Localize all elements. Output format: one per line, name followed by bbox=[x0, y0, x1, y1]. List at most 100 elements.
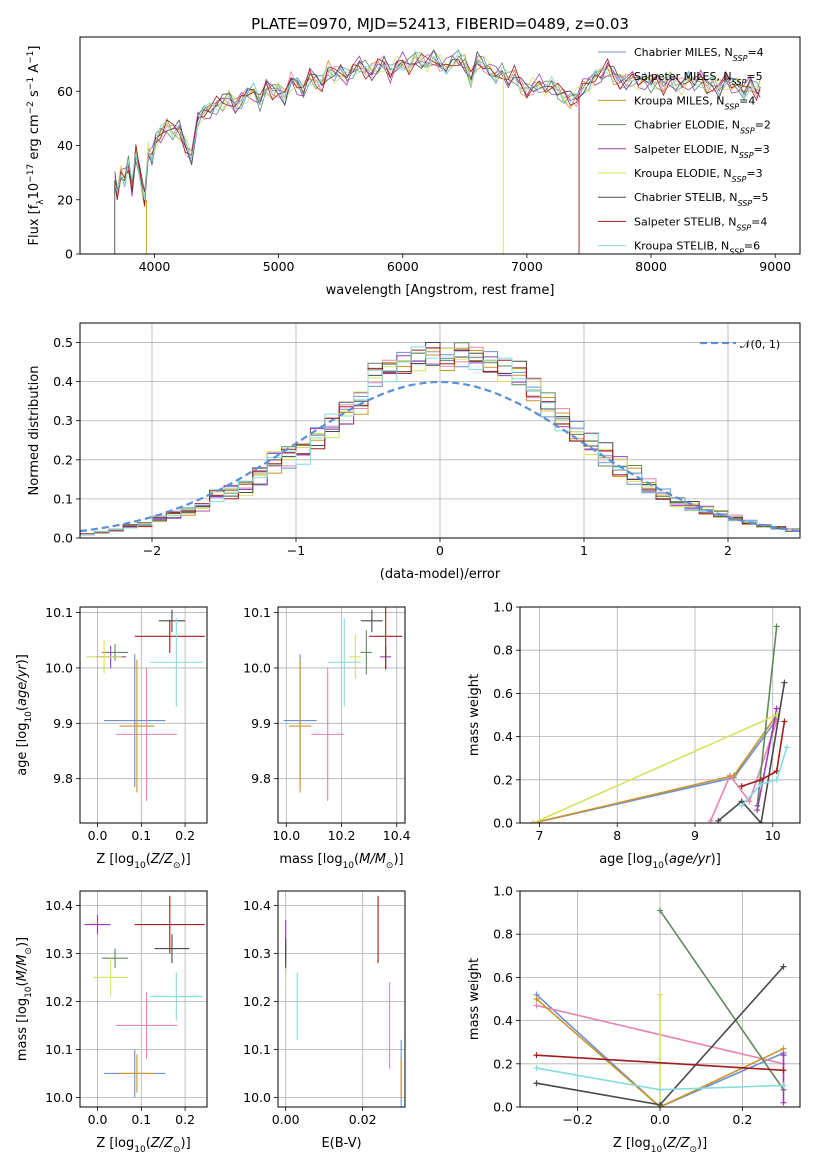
age_vs_Z-panel: 0.0 0.1 0.2 9.8 9.9 10.0 10.1 Z [log10(Z/Z⊙)] ag… bbox=[15, 605, 208, 871]
y-tick-label: 0.3 bbox=[53, 413, 73, 428]
spectrum-series-0 bbox=[114, 49, 761, 193]
axes-frame bbox=[79, 36, 801, 255]
x-tick-label: −2 bbox=[143, 543, 161, 558]
y-tick-label: 10.2 bbox=[243, 994, 271, 1009]
y-tick-label: 0.0 bbox=[493, 1100, 513, 1115]
y-tick-label: 0.4 bbox=[493, 729, 513, 744]
x-tick-label: 1 bbox=[580, 543, 588, 558]
weight-marker bbox=[738, 802, 745, 809]
error-bars bbox=[86, 609, 205, 801]
x-tick-label: 6000 bbox=[387, 259, 419, 274]
y-tick-label: 10.0 bbox=[243, 1090, 271, 1105]
weight-marker bbox=[533, 996, 540, 1002]
axes-frame bbox=[277, 890, 406, 1108]
y-tick-label: 10.1 bbox=[243, 605, 271, 620]
spectrum-panel: 4000 5000 6000 7000 8000 9000 0 20 40 60 PLATE=097… bbox=[26, 15, 801, 298]
normal-reference-curve bbox=[80, 380, 800, 533]
legend-entry: Salpeter STELIB, NSSP=4 bbox=[634, 215, 767, 232]
weight-series-7 bbox=[741, 721, 786, 788]
y-tick-label: 0.2 bbox=[493, 772, 513, 787]
error-bar-point bbox=[101, 644, 129, 661]
y-tick-label: 9.9 bbox=[53, 716, 73, 731]
y-tick-label: 0.0 bbox=[493, 816, 513, 831]
x-tick-label: 10.4 bbox=[383, 828, 411, 843]
weight-marker bbox=[780, 1099, 787, 1106]
y-tick-label: 0.2 bbox=[493, 1056, 513, 1071]
y-tick-label: 10.1 bbox=[243, 1042, 271, 1057]
x-tick-label: 0.2 bbox=[732, 1112, 752, 1127]
error-bar-point bbox=[119, 659, 155, 793]
legend-entry: Kroupa ELODIE, NSSP=3 bbox=[634, 167, 763, 184]
weight-marker bbox=[657, 1086, 663, 1093]
weight-series-7 bbox=[536, 1054, 784, 1072]
weight-marker bbox=[780, 1045, 787, 1052]
y-tick-label: 0.6 bbox=[493, 686, 513, 701]
x-tick-label: 10.2 bbox=[328, 828, 356, 843]
x-tick-label: −1 bbox=[287, 543, 305, 558]
weight-marker bbox=[533, 1052, 540, 1059]
weight-marker bbox=[780, 963, 787, 970]
legend-entry: Kroupa STELIB, NSSP=6 bbox=[634, 240, 760, 257]
y-tick-label: 10.1 bbox=[45, 1042, 73, 1057]
legend-entry: Chabrier ELODIE, NSSP=2 bbox=[634, 119, 771, 136]
error-bars bbox=[84, 895, 205, 1098]
y-tick-label: 10.4 bbox=[45, 898, 73, 913]
y-tick-label: 1.0 bbox=[493, 884, 513, 899]
weight-series-3 bbox=[659, 909, 785, 1091]
weight-marker bbox=[781, 679, 788, 686]
x-axis-label: (data-model)/error bbox=[380, 567, 501, 582]
y-tick-label: 9.8 bbox=[53, 771, 73, 786]
weight-marker bbox=[746, 798, 753, 805]
error-bars bbox=[283, 607, 403, 801]
x-tick-label: 10.0 bbox=[272, 828, 300, 843]
y-tick-label: 0.6 bbox=[493, 970, 513, 985]
y-tick-label: 0.1 bbox=[53, 491, 73, 506]
x-tick-label: 10 bbox=[765, 828, 781, 843]
weight-marker bbox=[533, 1002, 540, 1009]
x-tick-label: 8 bbox=[613, 828, 621, 843]
x-axis-label: mass [log10(M/M⊙)] bbox=[279, 852, 403, 871]
spectrum-series-7 bbox=[114, 53, 761, 206]
weight-lines bbox=[530, 623, 790, 823]
error-bar-point bbox=[289, 659, 312, 793]
x-axis-label: Z [log10(Z/Z⊙)] bbox=[96, 852, 190, 871]
histograms bbox=[80, 342, 800, 536]
y-tick-label: 10.4 bbox=[243, 898, 271, 913]
weight-marker bbox=[533, 1065, 540, 1072]
age_vs_mass-panel: 10.0 10.2 10.4 9.8 9.9 10.0 10.1 mass [log10(M/… bbox=[243, 605, 411, 871]
y-tick-label: 10.2 bbox=[45, 994, 73, 1009]
spectrum-series-8 bbox=[114, 49, 761, 200]
weight-marker bbox=[780, 1082, 787, 1089]
legend-entry: Kroupa MILES, NSSP=4 bbox=[634, 94, 755, 111]
error-bar-point bbox=[86, 640, 122, 674]
y-axis-label: Flux [fλ10−17 erg cm−2 s−1 A−1] bbox=[26, 46, 46, 246]
error-bar-point bbox=[311, 667, 345, 801]
error-bar-point bbox=[93, 958, 129, 997]
legend-entry: Chabrier STELIB, NSSP=5 bbox=[634, 191, 768, 208]
error-bar-point bbox=[369, 607, 403, 670]
spectrum-lines bbox=[114, 49, 761, 254]
error-bar-point bbox=[115, 667, 178, 801]
axes-frame bbox=[277, 606, 406, 824]
x-tick-label: 0.0 bbox=[88, 828, 108, 843]
x-tick-label: 0.02 bbox=[349, 1112, 377, 1127]
y-tick-label: 0.0 bbox=[53, 531, 73, 546]
error-bars bbox=[285, 895, 402, 1107]
weight-series-1 bbox=[709, 721, 778, 822]
weight-series-8 bbox=[741, 747, 788, 807]
x-axis-label: E(B-V) bbox=[321, 1136, 361, 1151]
y-tick-label: 0.2 bbox=[53, 452, 73, 467]
axes-frame bbox=[519, 606, 801, 824]
y-tick-label: 10.0 bbox=[243, 660, 271, 675]
x-tick-label: 0.00 bbox=[272, 1112, 300, 1127]
error-bar-point bbox=[154, 934, 190, 963]
legend-entry: 𝒩(0, 1) bbox=[740, 338, 780, 351]
legend: Chabrier MILES, NSSP=4 Salpeter MILES, NS… bbox=[598, 46, 771, 256]
spectrum-series-1 bbox=[114, 54, 761, 203]
y-axis-label: Normed distribution bbox=[27, 366, 42, 496]
y-tick-label: 1.0 bbox=[493, 600, 513, 615]
error-bar-point bbox=[134, 619, 205, 653]
weight-marker bbox=[773, 776, 780, 783]
x-tick-label: 0.1 bbox=[131, 1112, 151, 1127]
